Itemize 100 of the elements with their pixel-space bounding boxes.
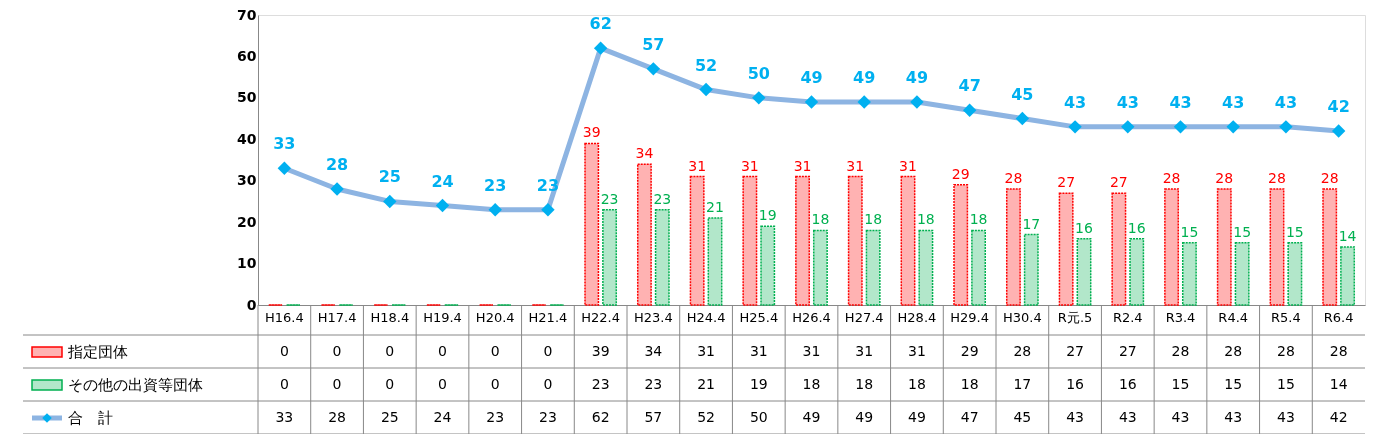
data-label: 42 bbox=[1327, 97, 1350, 116]
text: 24 bbox=[433, 409, 452, 425]
data-label: 57 bbox=[642, 34, 665, 54]
data-label: 31 bbox=[740, 157, 759, 174]
text: 43 bbox=[1066, 409, 1084, 425]
text: 28 bbox=[1277, 343, 1295, 359]
data-label: 28 bbox=[1004, 170, 1023, 186]
text: 28 bbox=[1329, 343, 1348, 359]
text: 18 bbox=[960, 376, 979, 392]
text: 34 bbox=[644, 343, 663, 359]
x-tick-label: H25.4 bbox=[739, 309, 779, 325]
text: 43 bbox=[1118, 409, 1137, 425]
x-tick-label: H16.4 bbox=[264, 309, 304, 325]
data-label: 31 bbox=[793, 157, 812, 174]
bar bbox=[1287, 242, 1303, 306]
text: 14 bbox=[1329, 376, 1348, 392]
text: 0 bbox=[332, 343, 342, 359]
text: 0 bbox=[279, 376, 289, 392]
x-tick-label: R元.5 bbox=[1057, 309, 1093, 325]
data-label: 25 bbox=[378, 167, 401, 187]
x-tick-label: R6.4 bbox=[1323, 309, 1354, 325]
x-tick-label: H26.4 bbox=[792, 309, 831, 325]
data-label: 28 bbox=[1320, 170, 1339, 186]
x-tick-label: H19.4 bbox=[423, 309, 462, 325]
y-tick-label: 20 bbox=[237, 213, 257, 230]
x-tick-label: H28.4 bbox=[897, 309, 937, 325]
text: 15 bbox=[1277, 376, 1295, 392]
data-label: 27 bbox=[1057, 174, 1076, 191]
text: 33 bbox=[275, 409, 294, 425]
y-tick-label: 50 bbox=[237, 89, 257, 106]
data-label: 31 bbox=[846, 157, 865, 174]
text: 27 bbox=[1066, 343, 1084, 359]
bar bbox=[689, 175, 705, 306]
data-label: 21 bbox=[706, 199, 724, 215]
bar bbox=[971, 229, 987, 306]
text: 31 bbox=[749, 343, 768, 359]
x-tick-label: H30.4 bbox=[1002, 309, 1042, 325]
x-tick-label: H23.4 bbox=[633, 309, 673, 325]
data-label: 23 bbox=[600, 190, 619, 207]
text: 43 bbox=[1171, 409, 1190, 425]
data-label: 15 bbox=[1285, 223, 1304, 240]
data-label: 18 bbox=[916, 211, 935, 228]
x-tick-label: H17.4 bbox=[317, 309, 357, 325]
data-label: 16 bbox=[1075, 219, 1093, 236]
data-label: 47 bbox=[958, 76, 981, 96]
bar bbox=[584, 142, 600, 306]
text: 0 bbox=[438, 376, 447, 392]
x-tick-label: H29.4 bbox=[950, 309, 990, 325]
text: 16 bbox=[1118, 376, 1137, 392]
data-label: 14 bbox=[1338, 228, 1357, 244]
y-tick-label: 70 bbox=[237, 6, 257, 23]
data-label: 62 bbox=[589, 14, 612, 34]
text: 39 bbox=[591, 343, 610, 359]
text: 62 bbox=[591, 409, 610, 425]
bar bbox=[953, 184, 969, 306]
text: 18 bbox=[802, 376, 821, 392]
bar bbox=[918, 229, 934, 306]
data-label: 18 bbox=[811, 211, 830, 228]
bar bbox=[812, 229, 828, 306]
data-label: 31 bbox=[688, 157, 707, 174]
data-label: 39 bbox=[582, 124, 601, 141]
text: 0 bbox=[490, 343, 500, 359]
data-label: 23 bbox=[484, 175, 507, 195]
text: 0 bbox=[385, 376, 395, 392]
x-tick-label: H18.4 bbox=[370, 309, 410, 325]
text: 49 bbox=[908, 409, 926, 425]
y-tick-label: 10 bbox=[237, 255, 257, 272]
text: 17 bbox=[1013, 376, 1032, 392]
data-label: 49 bbox=[853, 68, 876, 87]
legend-label: その他の出資等団体 bbox=[68, 376, 203, 394]
data-label: 34 bbox=[635, 145, 654, 162]
data-label: 16 bbox=[1127, 219, 1146, 236]
text: 0 bbox=[543, 343, 553, 359]
data-label: 18 bbox=[864, 211, 883, 228]
text: 47 bbox=[960, 409, 979, 425]
text: 50 bbox=[749, 409, 768, 425]
data-label: 31 bbox=[899, 157, 917, 174]
data-label: 28 bbox=[1215, 170, 1234, 186]
data-label: 43 bbox=[1169, 92, 1192, 112]
text: 0 bbox=[543, 376, 553, 392]
data-label: 19 bbox=[758, 207, 777, 224]
data-label: 45 bbox=[1011, 84, 1034, 104]
bar bbox=[760, 225, 776, 306]
data-label: 29 bbox=[951, 165, 970, 182]
bar bbox=[865, 229, 881, 306]
text: 49 bbox=[855, 409, 874, 425]
text: 23 bbox=[486, 409, 505, 425]
bar bbox=[900, 175, 916, 306]
y-tick-label: 40 bbox=[237, 130, 257, 147]
bar bbox=[1111, 192, 1127, 306]
text: 31 bbox=[802, 343, 821, 359]
bar bbox=[847, 175, 863, 306]
text: 31 bbox=[855, 343, 874, 359]
bar bbox=[795, 175, 811, 306]
data-label: 43 bbox=[1274, 92, 1298, 112]
legend-label: 指定団体 bbox=[67, 343, 128, 361]
data-label: 28 bbox=[1268, 170, 1286, 186]
x-tick-label: R4.4 bbox=[1218, 309, 1249, 325]
data-label: 15 bbox=[1180, 223, 1199, 240]
text: 0 bbox=[438, 343, 447, 359]
